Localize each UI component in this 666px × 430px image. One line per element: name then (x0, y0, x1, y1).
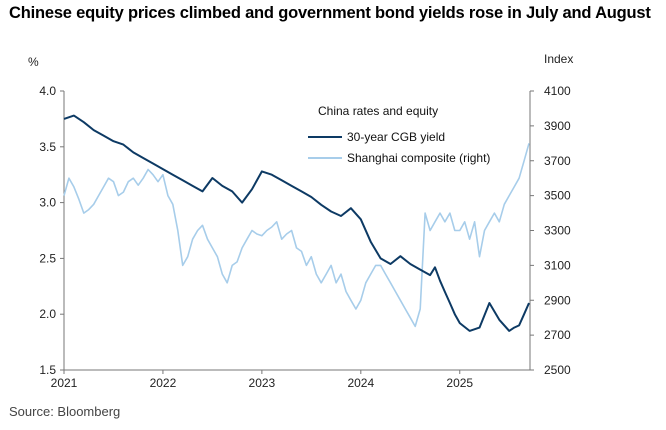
right-tick-label: 2900 (544, 293, 571, 307)
right-tick-label: 2700 (544, 328, 571, 342)
right-tick-label: 3100 (544, 258, 571, 272)
legend-label-yield: 30-year CGB yield (347, 130, 445, 144)
left-axis-unit: % (28, 55, 39, 69)
source-note: Source: Bloomberg (9, 404, 121, 419)
series-line-yield (63, 114, 530, 332)
right-tick-label: 3900 (544, 119, 571, 133)
right-tick-label: 3300 (544, 224, 571, 238)
right-tick-label: 3700 (544, 154, 571, 168)
right-tick-label: 3500 (544, 189, 571, 203)
right-axis-unit: Index (544, 52, 573, 66)
x-tick-label: 2024 (347, 376, 374, 390)
legend: China rates and equity 30-year CGB yield… (308, 104, 490, 165)
left-tick-label: 4.0 (39, 84, 56, 98)
series-layer (63, 114, 530, 332)
x-tick-label: 2021 (51, 376, 78, 390)
x-tick-label: 2022 (150, 376, 177, 390)
right-tick-label: 2500 (544, 363, 571, 377)
left-tick-label: 2.5 (39, 251, 56, 265)
legend-label-equity: Shanghai composite (right) (347, 151, 490, 165)
left-tick-label: 3.0 (39, 196, 56, 210)
x-tick-label: 2025 (446, 376, 473, 390)
x-tick-label: 2023 (249, 376, 276, 390)
legend-title: China rates and equity (318, 104, 438, 118)
left-tick-label: 3.5 (39, 140, 56, 154)
series-line-equity (63, 143, 530, 328)
right-tick-label: 4100 (544, 84, 571, 98)
left-tick-label: 1.5 (39, 363, 56, 377)
chart-title: Chinese equity prices climbed and govern… (9, 4, 651, 22)
axis-layer: % Index 4.0 3.5 3.0 2.5 2.0 1.5 4100 3900 3700 3500… (28, 52, 573, 390)
left-tick-label: 2.0 (39, 307, 56, 321)
